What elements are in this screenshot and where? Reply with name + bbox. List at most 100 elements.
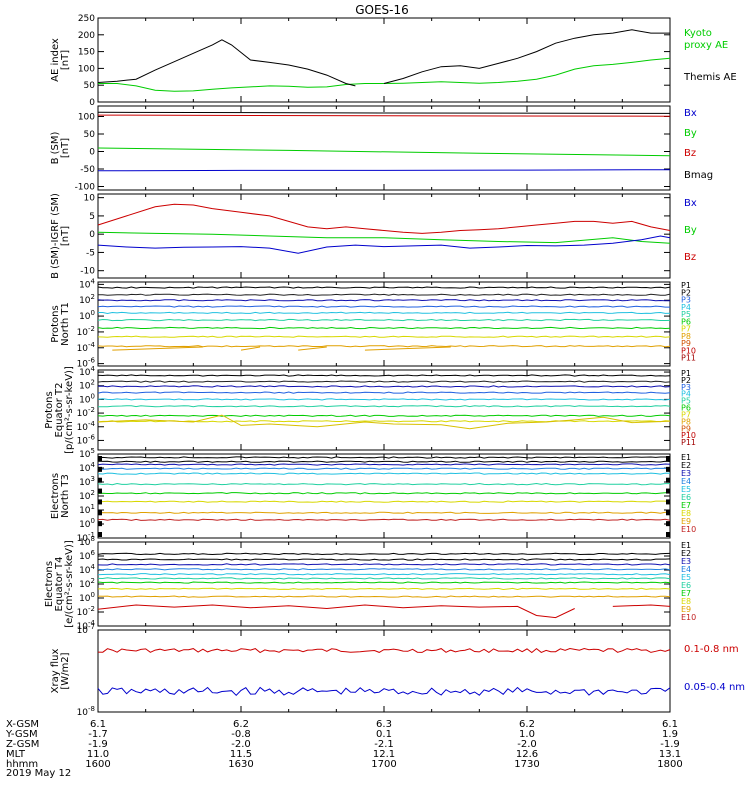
- x-row-value: 1730: [514, 759, 539, 770]
- legend-entry: E10: [681, 613, 696, 622]
- legend-entry: P9: [681, 424, 691, 433]
- x-row-value: 1700: [371, 759, 396, 770]
- y-axis-label: [W/m2]: [60, 652, 71, 689]
- y-axis-label: North T3: [60, 474, 71, 518]
- y-tick-label: 0: [89, 230, 95, 240]
- legend-entry: Kyoto: [684, 28, 712, 39]
- legend-entry: P8: [681, 332, 691, 341]
- series-line: [97, 647, 671, 654]
- marker: [98, 488, 102, 494]
- legend-entry: E3: [681, 469, 691, 478]
- marker: [666, 477, 670, 483]
- legend-entry: Bz: [684, 252, 696, 263]
- y-tick-label: 10-6: [77, 357, 96, 370]
- series-line: [97, 573, 671, 576]
- legend-entry: E1: [681, 541, 691, 550]
- y-tick-label: 10-6: [77, 433, 96, 446]
- series-line: [97, 29, 670, 87]
- y-tick-label: 10-2: [77, 406, 95, 419]
- marker: [98, 499, 102, 505]
- series-line: [97, 420, 671, 423]
- series-line: [97, 235, 671, 254]
- y-tick-label: 100: [79, 591, 95, 604]
- marker: [98, 521, 102, 527]
- legend-entry: P1: [681, 369, 691, 378]
- y-tick-label: 50: [84, 81, 96, 91]
- legend-entry: E4: [681, 477, 691, 486]
- legend-entry: P11: [681, 438, 696, 447]
- y-tick-label: 50: [84, 130, 96, 140]
- x-row-value: 6.3: [376, 719, 392, 730]
- legend-entry: 0.1-0.8 nm: [684, 644, 739, 655]
- x-row-value: 13.1: [659, 749, 681, 760]
- series-line: [97, 147, 671, 157]
- x-row-value: 12.1: [373, 749, 395, 760]
- x-row-value: 6.2: [233, 719, 249, 730]
- series-line: [97, 345, 671, 348]
- y-tick-label: 10-4: [77, 619, 96, 632]
- y-tick-label: 102: [79, 577, 95, 590]
- panel-frame: [97, 193, 671, 279]
- legend-entry: E2: [681, 549, 691, 558]
- marker: [98, 456, 102, 461]
- x-row-value: -0.8: [231, 729, 251, 740]
- panel-3: -10 -5 0 5 10 B (SM)-IGRF (SM) [nT] Bx By Bz: [50, 193, 697, 279]
- x-row-value: 12.6: [516, 749, 538, 760]
- y-axis-label: AE index: [50, 38, 61, 82]
- marker: [666, 532, 670, 537]
- marker: [666, 488, 670, 494]
- y-tick-label: -5: [86, 248, 95, 258]
- y-axis-label: Protons: [44, 391, 55, 428]
- legend-entry: P2: [681, 288, 691, 297]
- x-row-value: -2.0: [517, 739, 537, 750]
- panel-2: -100 -50 0 50 100 B (SM) [nT] Bx By Bz Bmag: [50, 105, 713, 193]
- series-line: [97, 482, 670, 486]
- x-row-label: Y-GSM: [5, 729, 38, 740]
- marker: [666, 521, 670, 527]
- legend-entry: E4: [681, 565, 691, 574]
- series-line: [98, 57, 671, 92]
- marker: [666, 499, 670, 505]
- legend-entry: P11: [681, 354, 696, 363]
- series-line: [97, 456, 671, 459]
- y-tick-label: 10-2: [77, 605, 95, 618]
- series-line: [97, 552, 671, 556]
- y-tick-label: 104: [79, 461, 95, 474]
- legend-entry: Bmag: [684, 170, 713, 181]
- x-axis-annotations: X-GSM 6.1 6.2 6.3 6.2 6.1 Y-GSM -1.7 -0.8 0.1 1.0 1…: [5, 719, 683, 779]
- legend-entry: P3: [681, 296, 691, 305]
- legend-entry: proxy AE: [684, 40, 728, 51]
- legend-entry: E10: [681, 525, 696, 534]
- y-axis-label: Electrons: [50, 473, 61, 519]
- series-line: [97, 518, 671, 521]
- y-tick-label: 100: [78, 113, 95, 123]
- y-tick-label: 5: [89, 212, 95, 222]
- y-axis-label: Electrons: [44, 561, 55, 607]
- y-axis-label: B (SM)-IGRF (SM): [50, 193, 61, 279]
- panel-frame: [97, 453, 671, 539]
- legend-entry: P4: [681, 390, 691, 399]
- series-line: [97, 460, 671, 463]
- series-line: [97, 380, 671, 383]
- y-tick-label: 104: [79, 365, 95, 378]
- y-tick-label: -50: [80, 165, 95, 175]
- legend-entry: E1: [681, 453, 691, 462]
- y-axis-label: [p/(cm²-s-sr-keV)]: [64, 366, 75, 454]
- marker: [98, 510, 102, 516]
- panel-frame: [97, 17, 671, 103]
- series-line: [364, 346, 451, 351]
- y-axis-label: [e/(cm²-s-sr-keV)]: [64, 540, 75, 628]
- series-line: [97, 299, 671, 302]
- legend-entry: P7: [681, 410, 691, 419]
- y-tick-label: 10: [84, 194, 96, 204]
- series-line: [97, 293, 671, 296]
- series-line: [97, 414, 671, 430]
- y-tick-label: 108: [79, 535, 95, 548]
- y-axis-label: B (SM): [50, 131, 61, 164]
- legend-entry: P2: [681, 376, 691, 385]
- y-tick-label: 100: [79, 517, 95, 530]
- series-line: [97, 114, 671, 117]
- y-tick-label: 10-4: [77, 420, 96, 433]
- panel-4: 104 102 100 10-2 10-4 10-6 Protons North T1 P1P2…: [50, 277, 696, 369]
